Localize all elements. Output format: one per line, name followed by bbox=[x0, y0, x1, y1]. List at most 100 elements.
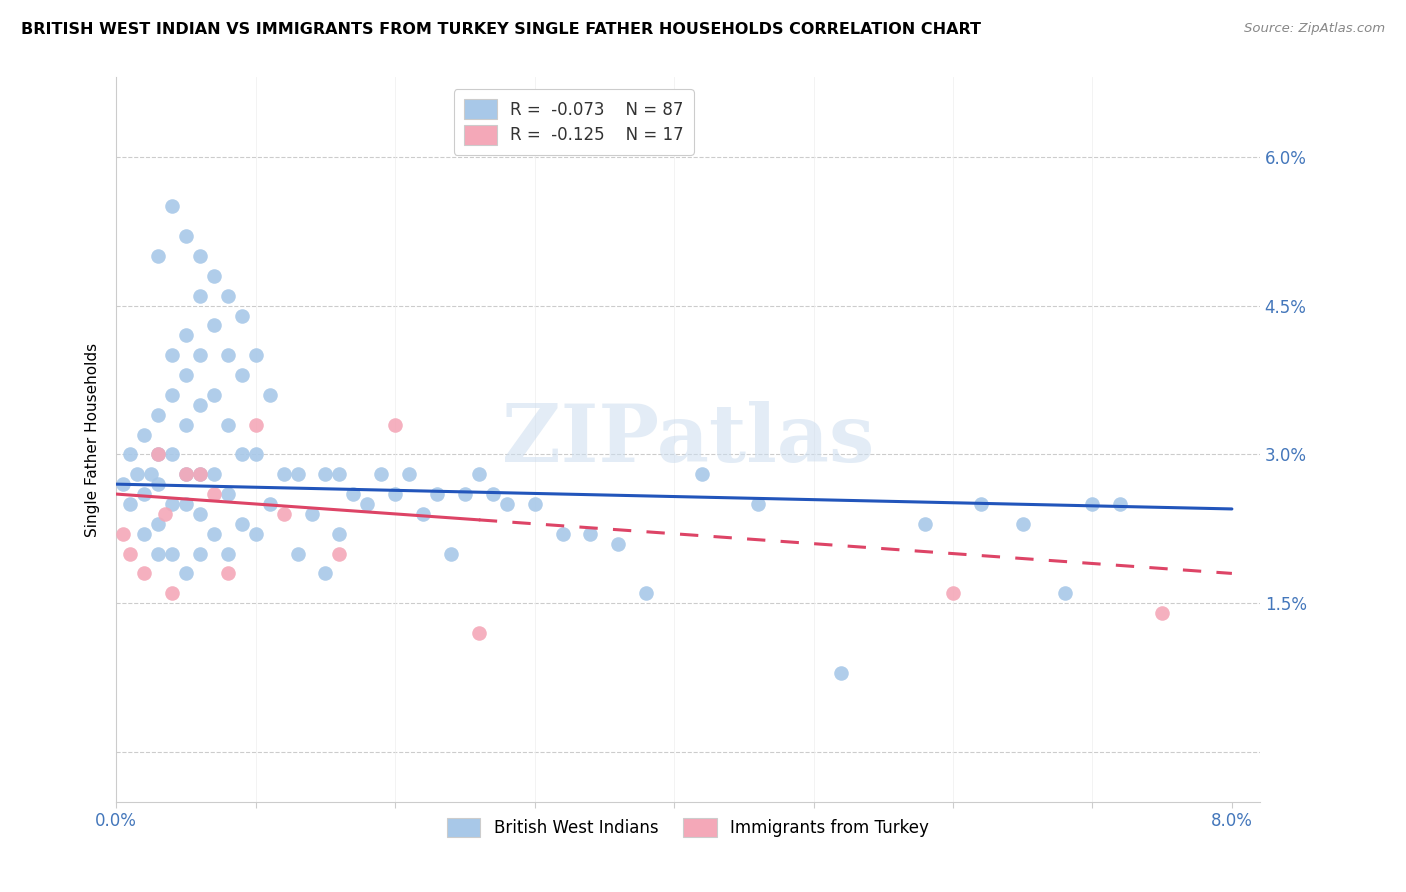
Point bbox=[217, 288, 239, 302]
Point bbox=[468, 467, 491, 482]
Point bbox=[202, 268, 225, 283]
Point bbox=[134, 526, 156, 541]
Point bbox=[146, 447, 169, 461]
Point bbox=[160, 199, 183, 213]
Point bbox=[1081, 497, 1104, 511]
Point bbox=[970, 497, 993, 511]
Point bbox=[245, 417, 267, 432]
Point bbox=[120, 547, 142, 561]
Point bbox=[342, 487, 364, 501]
Point bbox=[174, 467, 197, 482]
Point bbox=[607, 536, 630, 550]
Point bbox=[426, 487, 449, 501]
Point bbox=[160, 547, 183, 561]
Point bbox=[146, 408, 169, 422]
Point bbox=[914, 516, 936, 531]
Point bbox=[120, 447, 142, 461]
Point bbox=[287, 467, 309, 482]
Point bbox=[188, 288, 211, 302]
Point bbox=[412, 507, 434, 521]
Point bbox=[942, 586, 965, 600]
Point bbox=[188, 398, 211, 412]
Point bbox=[160, 348, 183, 362]
Point bbox=[134, 566, 156, 581]
Point bbox=[245, 447, 267, 461]
Point bbox=[328, 467, 350, 482]
Point bbox=[188, 249, 211, 263]
Point bbox=[217, 566, 239, 581]
Point bbox=[174, 368, 197, 382]
Point bbox=[202, 487, 225, 501]
Point bbox=[830, 665, 852, 680]
Point bbox=[468, 626, 491, 640]
Point bbox=[328, 547, 350, 561]
Point bbox=[259, 497, 281, 511]
Point bbox=[174, 229, 197, 244]
Point bbox=[160, 388, 183, 402]
Point bbox=[1152, 606, 1174, 620]
Point bbox=[188, 547, 211, 561]
Point bbox=[160, 586, 183, 600]
Point bbox=[134, 427, 156, 442]
Point bbox=[245, 348, 267, 362]
Point bbox=[134, 487, 156, 501]
Point bbox=[217, 547, 239, 561]
Point bbox=[120, 497, 142, 511]
Point bbox=[146, 477, 169, 491]
Point bbox=[1011, 516, 1033, 531]
Point bbox=[217, 348, 239, 362]
Point bbox=[160, 497, 183, 511]
Point bbox=[1053, 586, 1076, 600]
Point bbox=[231, 516, 253, 531]
Point bbox=[273, 467, 295, 482]
Point bbox=[259, 388, 281, 402]
Point bbox=[747, 497, 769, 511]
Point bbox=[174, 328, 197, 343]
Text: BRITISH WEST INDIAN VS IMMIGRANTS FROM TURKEY SINGLE FATHER HOUSEHOLDS CORRELATI: BRITISH WEST INDIAN VS IMMIGRANTS FROM T… bbox=[21, 22, 981, 37]
Point bbox=[188, 467, 211, 482]
Point bbox=[690, 467, 713, 482]
Point bbox=[188, 348, 211, 362]
Point bbox=[370, 467, 392, 482]
Text: ZIPatlas: ZIPatlas bbox=[502, 401, 875, 478]
Point bbox=[231, 447, 253, 461]
Point bbox=[384, 417, 406, 432]
Point bbox=[495, 497, 517, 511]
Point bbox=[153, 507, 176, 521]
Point bbox=[398, 467, 420, 482]
Point bbox=[112, 526, 135, 541]
Point bbox=[174, 566, 197, 581]
Point bbox=[579, 526, 602, 541]
Point bbox=[287, 547, 309, 561]
Point bbox=[301, 507, 323, 521]
Legend: British West Indians, Immigrants from Turkey: British West Indians, Immigrants from Tu… bbox=[440, 812, 935, 844]
Y-axis label: Single Father Households: Single Father Households bbox=[86, 343, 100, 537]
Point bbox=[314, 467, 336, 482]
Point bbox=[160, 447, 183, 461]
Point bbox=[146, 547, 169, 561]
Point bbox=[314, 566, 336, 581]
Point bbox=[551, 526, 574, 541]
Text: Source: ZipAtlas.com: Source: ZipAtlas.com bbox=[1244, 22, 1385, 36]
Point bbox=[202, 526, 225, 541]
Point bbox=[174, 497, 197, 511]
Point bbox=[146, 447, 169, 461]
Point bbox=[273, 507, 295, 521]
Point bbox=[481, 487, 503, 501]
Point bbox=[188, 467, 211, 482]
Point bbox=[146, 516, 169, 531]
Point bbox=[174, 417, 197, 432]
Point bbox=[202, 467, 225, 482]
Point bbox=[231, 309, 253, 323]
Point bbox=[202, 388, 225, 402]
Point bbox=[202, 318, 225, 333]
Point bbox=[146, 249, 169, 263]
Point bbox=[636, 586, 658, 600]
Point bbox=[523, 497, 546, 511]
Point bbox=[328, 526, 350, 541]
Point bbox=[1109, 497, 1132, 511]
Point bbox=[127, 467, 149, 482]
Point bbox=[217, 487, 239, 501]
Point bbox=[245, 526, 267, 541]
Point bbox=[174, 467, 197, 482]
